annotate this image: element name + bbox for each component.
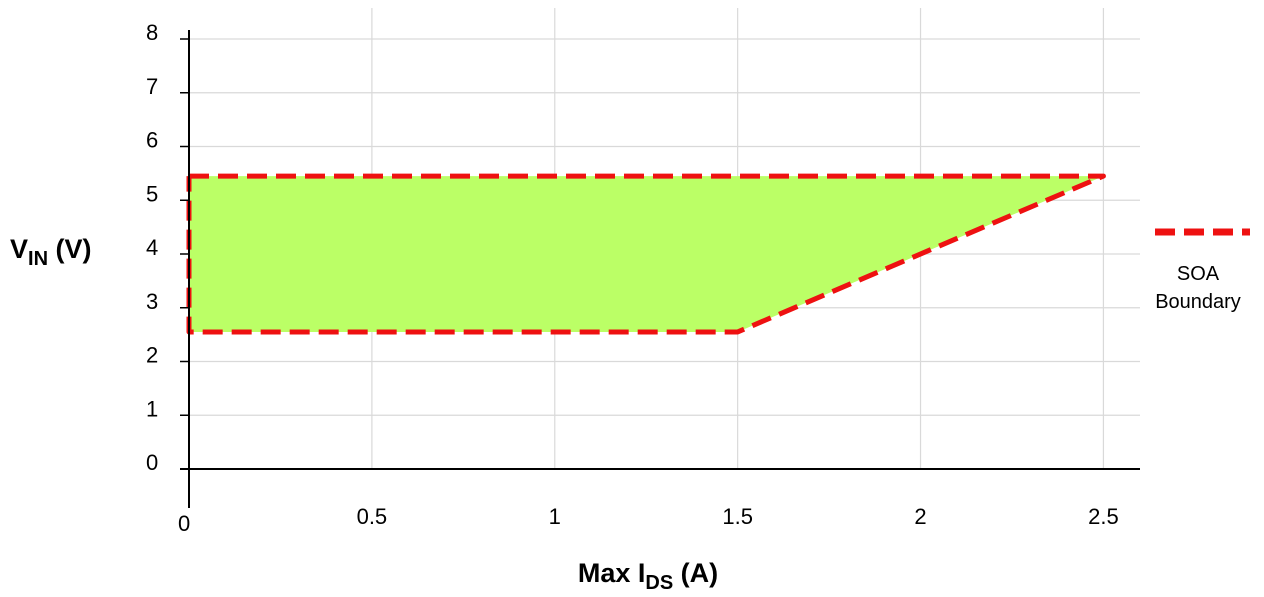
x-tick-label-2: 1 <box>549 504 561 529</box>
x-tick-labels: 0 0.5 1 1.5 2 2.5 <box>178 504 1119 536</box>
x-axis-title-suffix: (A) <box>673 558 718 588</box>
soa-boundary-line <box>186 173 1106 335</box>
y-axis-title-subscript: IN <box>28 248 48 270</box>
x-tick-label-5: 2.5 <box>1088 504 1119 529</box>
y-tick-label-0: 0 <box>146 450 158 475</box>
y-axis-title: VIN (V) <box>10 234 92 270</box>
legend: SOA Boundary <box>1155 228 1250 313</box>
x-tick-label-3: 1.5 <box>722 504 753 529</box>
x-tick-label-1: 0.5 <box>357 504 388 529</box>
y-axis-title-suffix: (V) <box>48 234 92 264</box>
soa-region <box>189 176 1104 332</box>
legend-label-line1: SOA <box>1177 263 1220 285</box>
plot-area <box>186 173 1106 335</box>
y-tick-label-3: 3 <box>146 289 158 314</box>
y-axis-title-prefix: V <box>10 234 28 264</box>
y-tick-labels: 0 1 2 3 4 5 6 7 8 <box>146 20 158 475</box>
y-tick-label-1: 1 <box>146 396 158 421</box>
x-tick-label-0: 0 <box>178 511 190 536</box>
axes <box>180 30 1140 508</box>
x-tick-label-4: 2 <box>914 504 926 529</box>
y-tick-label-6: 6 <box>146 128 158 153</box>
x-axis-title-prefix: Max I <box>578 558 646 588</box>
y-tick-label-7: 7 <box>146 74 158 99</box>
y-tick-label-8: 8 <box>146 20 158 45</box>
x-axis-title: Max IDS (A) <box>578 558 718 594</box>
y-tick-label-5: 5 <box>146 181 158 206</box>
y-tick-label-4: 4 <box>146 235 158 260</box>
x-axis-title-subscript: DS <box>645 572 673 594</box>
legend-label-line2: Boundary <box>1155 291 1241 313</box>
y-tick-label-2: 2 <box>146 343 158 368</box>
